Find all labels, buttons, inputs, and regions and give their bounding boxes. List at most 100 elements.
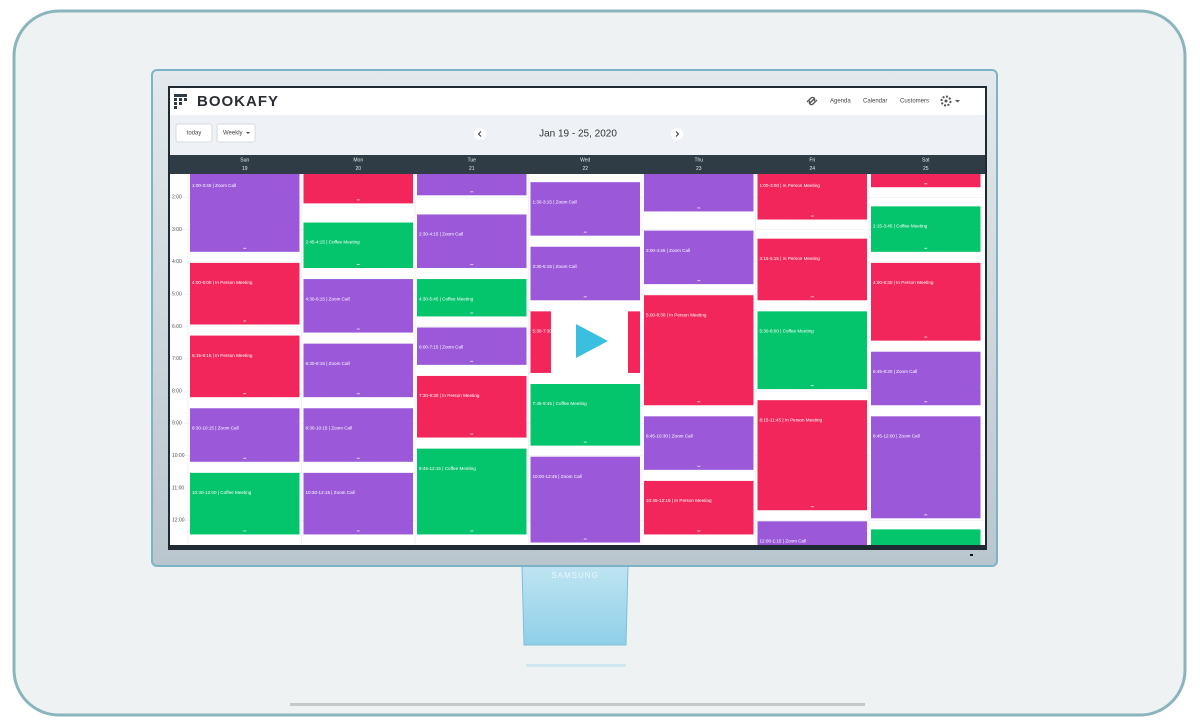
time-label: 5:00 bbox=[172, 292, 182, 298]
time-label: 2:00 bbox=[172, 195, 182, 201]
event[interactable] bbox=[871, 416, 981, 519]
day-date: 21 bbox=[469, 166, 475, 172]
event-handle bbox=[697, 207, 701, 209]
view-label: Weekly bbox=[223, 131, 243, 137]
event-label: 8:45-10:30 | Zoom Call bbox=[646, 434, 693, 439]
event[interactable] bbox=[871, 529, 981, 558]
event-handle bbox=[924, 401, 928, 403]
event[interactable] bbox=[644, 480, 754, 535]
event[interactable] bbox=[417, 214, 527, 268]
next-icon bbox=[675, 131, 680, 137]
event[interactable] bbox=[871, 206, 981, 252]
event-handle bbox=[356, 328, 360, 330]
event-label: 8:15-11:45 | In Person Meeting bbox=[760, 417, 823, 422]
event-label: 1:00-3:45 | Zoom Call bbox=[192, 183, 236, 188]
event-label: 2:15-3:45 | Coffee Meeting bbox=[873, 224, 928, 229]
link-icon[interactable] bbox=[806, 96, 818, 106]
event[interactable] bbox=[417, 166, 527, 196]
event-handle bbox=[470, 360, 474, 362]
next-button[interactable] bbox=[671, 128, 683, 140]
event-label: 4:00-6:30 | In Person Meeting bbox=[873, 280, 934, 285]
view-select[interactable] bbox=[216, 123, 256, 143]
event-label: 8:30-10:15 | Zoom Call bbox=[192, 425, 239, 430]
event-label: 12:00-1:15 | Zoom Call bbox=[760, 539, 807, 544]
event-handle bbox=[697, 465, 701, 467]
event[interactable] bbox=[644, 416, 754, 470]
event[interactable] bbox=[871, 166, 981, 188]
event[interactable] bbox=[417, 375, 527, 438]
event-label: 7:30-9:30 | In Person Meeting bbox=[419, 393, 480, 398]
event-handle bbox=[356, 393, 360, 395]
event[interactable] bbox=[303, 408, 414, 462]
event[interactable] bbox=[757, 166, 868, 220]
event-label: 8:30-10:15 | Zoom Call bbox=[306, 425, 353, 430]
event[interactable] bbox=[530, 456, 641, 543]
toolbar bbox=[170, 115, 985, 155]
overlay: Sun 19 Mon 20 Tue 21 Wed 22 Thu 23 Fri 24 Sat 25 bbox=[240, 157, 930, 172]
event-label: 10:30-12:00 | Coffee Meeting bbox=[192, 490, 252, 495]
nav-link[interactable]: Customers bbox=[900, 99, 929, 105]
event-handle bbox=[810, 215, 814, 217]
event-label: 6:30-8:15 | Zoom Call bbox=[306, 361, 350, 366]
today-button[interactable] bbox=[175, 123, 213, 143]
event[interactable] bbox=[757, 311, 868, 390]
event-handle bbox=[243, 247, 247, 249]
event[interactable] bbox=[190, 335, 300, 398]
day-date: 24 bbox=[809, 166, 815, 172]
day-name: Tue bbox=[468, 157, 477, 163]
event-handle bbox=[356, 530, 360, 532]
event[interactable] bbox=[303, 472, 414, 535]
event[interactable] bbox=[530, 182, 641, 236]
event-label: 2:30-4:15 | Zoom Call bbox=[419, 232, 463, 237]
event[interactable] bbox=[190, 408, 300, 462]
nav-link[interactable]: Agenda bbox=[830, 99, 851, 105]
event[interactable] bbox=[417, 448, 527, 535]
event[interactable] bbox=[417, 327, 527, 365]
event-handle bbox=[697, 530, 701, 532]
event[interactable] bbox=[190, 262, 300, 325]
shadow bbox=[290, 703, 865, 706]
event[interactable] bbox=[303, 279, 414, 333]
event[interactable] bbox=[644, 166, 754, 212]
event-handle bbox=[697, 401, 701, 403]
event[interactable] bbox=[644, 295, 754, 406]
event-label: 6:15-8:15 | In Person Meeting bbox=[192, 353, 253, 358]
event[interactable] bbox=[871, 351, 981, 406]
settings[interactable] bbox=[940, 95, 961, 107]
event-handle bbox=[356, 457, 360, 459]
time-label: 10:00 bbox=[172, 453, 185, 459]
event[interactable] bbox=[530, 384, 641, 446]
event-label: 4:30-5:45 | Coffee Meeting bbox=[419, 296, 474, 301]
event[interactable] bbox=[871, 262, 981, 341]
event-label: 2:45-4:15 | Coffee Meeting bbox=[306, 240, 361, 245]
event[interactable] bbox=[303, 222, 414, 268]
day-name: Mon bbox=[353, 157, 363, 163]
event-handle bbox=[583, 231, 587, 233]
brand: SAMSUNG bbox=[551, 571, 598, 580]
event-label: 1:30-3:15 | Zoom Call bbox=[533, 199, 577, 204]
date-range: Jan 19 - 25, 2020 bbox=[539, 129, 617, 140]
event[interactable] bbox=[417, 279, 527, 317]
event[interactable] bbox=[190, 472, 300, 535]
event[interactable] bbox=[757, 521, 868, 558]
nav-link[interactable]: Calendar bbox=[863, 99, 887, 105]
event[interactable] bbox=[303, 166, 414, 204]
event-handle bbox=[924, 247, 928, 249]
day-name: Wed bbox=[580, 157, 590, 163]
day-name: Thu bbox=[694, 157, 703, 163]
event[interactable] bbox=[644, 230, 754, 285]
event[interactable] bbox=[757, 400, 868, 511]
prev-button[interactable] bbox=[474, 128, 486, 140]
event[interactable] bbox=[530, 246, 641, 301]
day-name: Sun bbox=[240, 157, 249, 163]
event-handle bbox=[583, 538, 587, 540]
event-handle bbox=[356, 263, 360, 265]
event[interactable] bbox=[757, 238, 868, 301]
event-handle bbox=[810, 385, 814, 387]
event[interactable] bbox=[190, 166, 300, 252]
event-label: 10:30-12:15 | Zoom Call bbox=[306, 490, 355, 495]
app-header bbox=[170, 88, 985, 115]
event[interactable] bbox=[303, 343, 414, 398]
event-label: 1:00-3:00 | In Person Meeting bbox=[760, 183, 821, 188]
